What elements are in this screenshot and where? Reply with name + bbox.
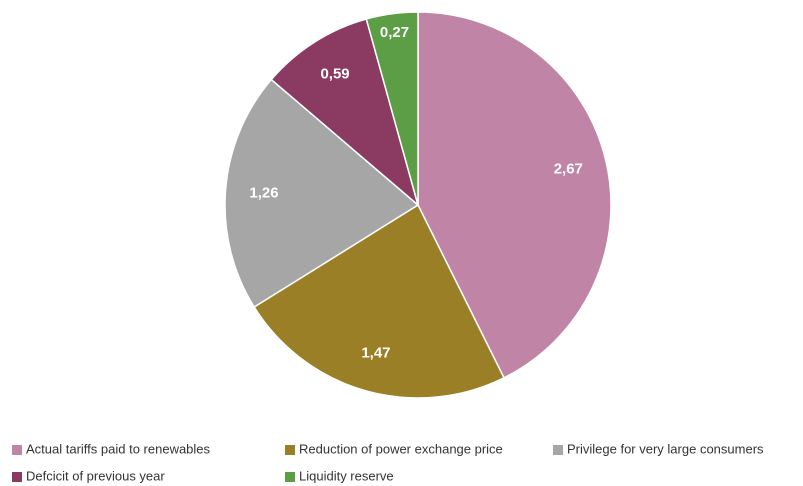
- pie-slice: [417, 11, 612, 379]
- legend-swatch: [12, 472, 22, 482]
- legend-swatch: [553, 445, 563, 455]
- pie-slice: [365, 11, 419, 206]
- data-label: 1,47: [361, 345, 390, 362]
- legend-label: Defcicit of previous year: [26, 468, 165, 483]
- legend-swatch: [285, 445, 295, 455]
- data-label: 2,67: [554, 161, 583, 178]
- data-label: 1,26: [249, 184, 278, 201]
- legend-label: Reduction of power exchange price: [299, 441, 503, 456]
- legend-swatch: [285, 472, 295, 482]
- legend-label: Liquidity reserve: [299, 468, 394, 483]
- legend-swatch: [12, 445, 22, 455]
- data-label: 0,27: [380, 24, 409, 41]
- pie-slice: [270, 18, 420, 208]
- legend-label: Privilege for very large consumers: [567, 441, 764, 456]
- legend-label: Actual tariffs paid to renewables: [26, 441, 211, 456]
- data-label: 0,59: [320, 66, 349, 83]
- pie-slice: [253, 203, 505, 399]
- pie-slice: [224, 78, 420, 309]
